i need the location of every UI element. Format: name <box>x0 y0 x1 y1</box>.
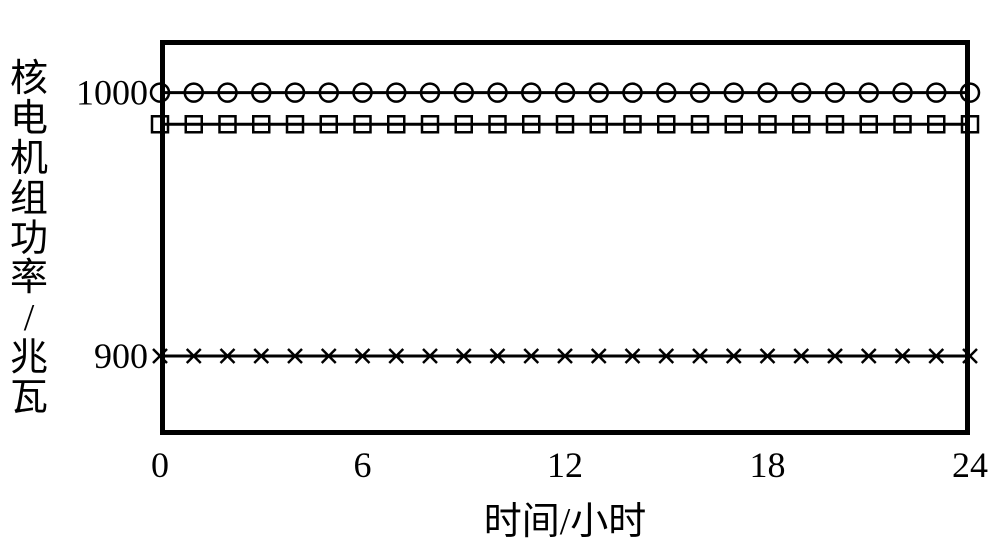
ylabel-ch8: 瓦 <box>10 377 48 419</box>
series-x <box>153 349 977 363</box>
y-axis-label: 核 电 机 组 功 率 / 兆 瓦 <box>8 60 50 419</box>
ylabel-ch5: 率 <box>10 257 48 299</box>
plot-svg: 900100006121824 <box>160 40 970 495</box>
ylabel-ch6: / <box>24 297 35 339</box>
ytick-label: 900 <box>94 336 148 376</box>
xtick-label: 0 <box>151 445 169 485</box>
xtick-label: 24 <box>952 445 988 485</box>
xtick-label: 12 <box>547 445 583 485</box>
ylabel-ch7: 兆 <box>10 337 48 379</box>
ylabel-ch3: 组 <box>10 178 48 220</box>
ylabel-ch0: 核 <box>10 58 48 100</box>
x-axis-label: 时间/小时 <box>160 490 970 545</box>
ylabel-ch4: 功 <box>10 218 48 260</box>
series-circle <box>151 84 979 102</box>
series-square <box>152 116 978 132</box>
chart: 900100006121824 <box>160 40 970 435</box>
ylabel-ch1: 电 <box>10 98 48 140</box>
xtick-label: 6 <box>354 445 372 485</box>
ytick-label: 1000 <box>76 73 148 113</box>
xlabel-text: 时间/小时 <box>484 501 647 543</box>
xtick-label: 18 <box>750 445 786 485</box>
ylabel-ch2: 机 <box>10 138 48 180</box>
figure: { "chart": { "type": "line", "background… <box>0 0 1000 541</box>
